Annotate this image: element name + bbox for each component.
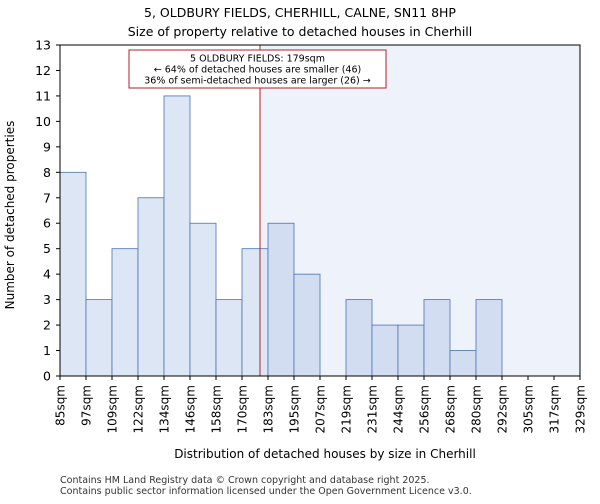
x-tick-label: 280sqm — [470, 385, 484, 433]
annotation-line1: 5 OLDBURY FIELDS: 179sqm — [190, 54, 325, 65]
x-tick-label: 268sqm — [444, 385, 458, 433]
y-tick-label: 11 — [35, 88, 51, 103]
y-tick-label: 12 — [35, 63, 51, 78]
x-tick-label: 85sqm — [54, 385, 68, 426]
y-axis-label: Number of detached properties — [3, 121, 17, 310]
bar-231sqm — [371, 324, 399, 377]
y-tick-label: 0 — [43, 369, 51, 384]
bar-109sqm — [111, 248, 139, 377]
footer-line2: Contains public sector information licen… — [60, 486, 472, 497]
bar-195sqm — [293, 273, 321, 377]
chart-title-line1: 5, OLDBURY FIELDS, CHERHILL, CALNE, SN11… — [144, 5, 456, 20]
y-tick-label: 9 — [43, 139, 51, 154]
bar-268sqm — [449, 350, 477, 377]
bar-244sqm — [397, 324, 425, 377]
annotation-line2: ← 64% of detached houses are smaller (46… — [154, 65, 361, 76]
x-tick-label: 292sqm — [496, 385, 510, 433]
x-tick-label: 97sqm — [80, 385, 94, 426]
bar-256sqm — [423, 299, 451, 377]
y-tick-label: 5 — [43, 241, 51, 256]
x-tick-label: 109sqm — [106, 385, 120, 433]
x-tick-label: 146sqm — [184, 385, 198, 433]
y-tick-label: 6 — [43, 216, 51, 231]
y-tick-label: 8 — [43, 165, 51, 180]
x-tick-label: 195sqm — [288, 385, 302, 433]
x-tick-label: 329sqm — [574, 385, 588, 433]
x-tick-label: 158sqm — [210, 385, 224, 433]
x-tick-label: 305sqm — [522, 385, 536, 433]
annotation-line3: 36% of semi-detached houses are larger (… — [144, 76, 371, 87]
y-tick-label: 1 — [43, 343, 51, 358]
bar-85sqm — [59, 171, 87, 377]
bar-183sqm — [267, 222, 295, 377]
bar-122sqm — [137, 197, 165, 377]
bars-group — [59, 95, 503, 377]
chart-title-line2: Size of property relative to detached ho… — [128, 24, 473, 39]
y-tick-label: 2 — [43, 318, 51, 333]
x-axis-label: Distribution of detached houses by size … — [174, 447, 476, 461]
bar-170sqm — [241, 248, 269, 377]
y-tick-label: 13 — [35, 38, 51, 53]
x-tick-label: 231sqm — [366, 385, 380, 433]
y-tick-label: 4 — [43, 267, 51, 282]
x-tick-label: 207sqm — [314, 385, 328, 433]
bar-97sqm — [85, 299, 113, 377]
footer-line1: Contains HM Land Registry data © Crown c… — [60, 475, 430, 486]
x-tick-label: 244sqm — [392, 385, 406, 433]
bar-219sqm — [345, 299, 373, 377]
bar-146sqm — [189, 222, 217, 377]
x-tick-label: 219sqm — [340, 385, 354, 433]
y-tick-label: 7 — [43, 190, 51, 205]
x-tick-label: 256sqm — [418, 385, 432, 433]
y-tick-label: 10 — [35, 114, 51, 129]
bar-280sqm — [475, 299, 503, 377]
x-tick-label: 183sqm — [262, 385, 276, 433]
y-tick-label: 3 — [43, 292, 51, 307]
bar-134sqm — [163, 95, 191, 377]
annotation-box — [128, 49, 387, 89]
x-tick-label: 122sqm — [132, 385, 146, 433]
x-tick-label: 170sqm — [236, 385, 250, 433]
bar-158sqm — [215, 299, 243, 377]
x-axis: 85sqm 97sqm 109sqm 122sqm 134sqm 146sqm 158sqm… — [54, 376, 588, 433]
x-tick-label: 134sqm — [158, 385, 172, 433]
x-tick-label: 317sqm — [548, 385, 562, 433]
